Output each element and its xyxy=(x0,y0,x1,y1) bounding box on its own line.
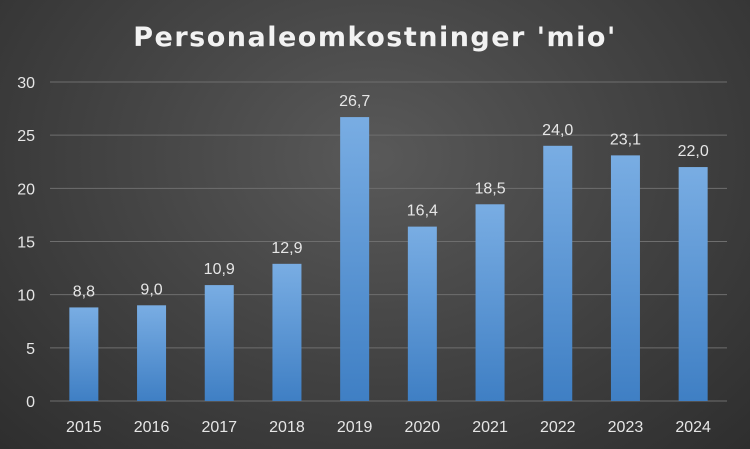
bar-2022 xyxy=(543,145,573,401)
bars xyxy=(69,117,708,401)
bar-2024 xyxy=(678,167,708,401)
y-tick-label: 30 xyxy=(17,75,35,92)
bar-2015 xyxy=(69,307,99,401)
bar-2019 xyxy=(340,117,370,401)
data-label-2021: 18,5 xyxy=(474,180,505,197)
y-tick-label: 0 xyxy=(26,394,35,411)
y-tick-label: 10 xyxy=(17,288,35,305)
x-tick-label-2017: 2017 xyxy=(201,419,237,436)
y-axis-ticks: 0 5 10 15 20 25 30 xyxy=(17,75,35,411)
bar-2020 xyxy=(407,226,437,401)
data-label-2016: 9,0 xyxy=(140,281,162,298)
bar-2021 xyxy=(475,204,505,401)
x-tick-label-2015: 2015 xyxy=(66,419,102,436)
x-tick-label-2020: 2020 xyxy=(405,419,441,436)
y-tick-label: 5 xyxy=(26,341,35,358)
data-label-2024: 22,0 xyxy=(678,143,709,160)
bar-2023 xyxy=(610,155,640,401)
y-tick-label: 15 xyxy=(17,235,35,252)
data-label-2023: 23,1 xyxy=(610,131,641,148)
x-tick-label-2021: 2021 xyxy=(472,419,508,436)
x-tick-label-2016: 2016 xyxy=(134,419,170,436)
bar-2017 xyxy=(204,285,234,401)
x-axis-ticks: 2015 2016 2017 2018 2019 2020 2021 2022 2023 2024 xyxy=(66,419,711,436)
bar-2018 xyxy=(272,263,302,401)
chart-title: Personaleomkostninger 'mio' xyxy=(133,22,617,53)
data-label-2020: 16,4 xyxy=(407,203,438,220)
data-labels: 8,8 9,0 10,9 12,9 26,7 16,4 18,5 24,0 23,1 22,0 xyxy=(73,93,709,300)
x-tick-label-2022: 2022 xyxy=(540,419,576,436)
data-label-2018: 12,9 xyxy=(271,240,302,257)
y-tick-label: 20 xyxy=(17,181,35,198)
x-tick-label-2024: 2024 xyxy=(675,419,711,436)
x-tick-label-2019: 2019 xyxy=(337,419,373,436)
x-tick-label-2023: 2023 xyxy=(608,419,644,436)
data-label-2022: 24,0 xyxy=(542,122,573,139)
bar-2016 xyxy=(137,305,167,401)
data-label-2019: 26,7 xyxy=(339,93,370,110)
x-tick-label-2018: 2018 xyxy=(269,419,305,436)
y-tick-label: 25 xyxy=(17,128,35,145)
data-label-2015: 8,8 xyxy=(73,283,95,300)
data-label-2017: 10,9 xyxy=(204,261,235,278)
